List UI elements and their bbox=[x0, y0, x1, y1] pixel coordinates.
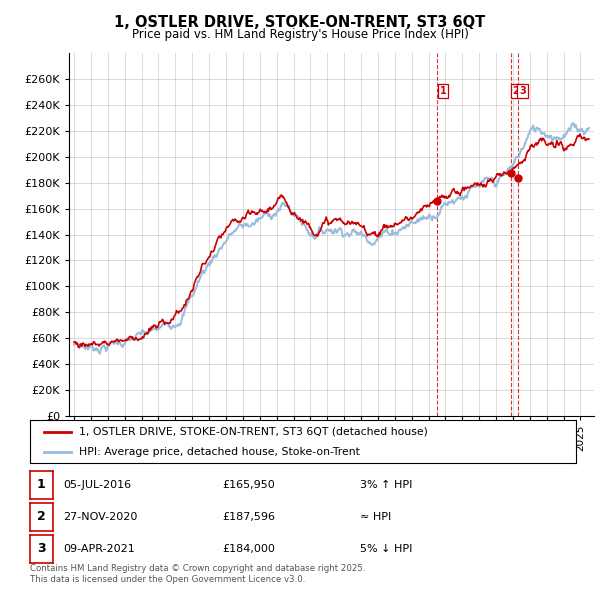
Text: 1: 1 bbox=[440, 86, 446, 96]
Text: £187,596: £187,596 bbox=[222, 512, 275, 522]
Text: 1, OSTLER DRIVE, STOKE-ON-TRENT, ST3 6QT: 1, OSTLER DRIVE, STOKE-ON-TRENT, ST3 6QT bbox=[115, 15, 485, 30]
Text: 27-NOV-2020: 27-NOV-2020 bbox=[63, 512, 137, 522]
Text: Price paid vs. HM Land Registry's House Price Index (HPI): Price paid vs. HM Land Registry's House … bbox=[131, 28, 469, 41]
Text: 5% ↓ HPI: 5% ↓ HPI bbox=[360, 544, 412, 553]
Text: £165,950: £165,950 bbox=[222, 480, 275, 490]
Text: 1, OSTLER DRIVE, STOKE-ON-TRENT, ST3 6QT (detached house): 1, OSTLER DRIVE, STOKE-ON-TRENT, ST3 6QT… bbox=[79, 427, 428, 437]
Text: £184,000: £184,000 bbox=[222, 544, 275, 553]
Text: 3: 3 bbox=[37, 542, 46, 555]
Text: HPI: Average price, detached house, Stoke-on-Trent: HPI: Average price, detached house, Stok… bbox=[79, 447, 360, 457]
Text: This data is licensed under the Open Government Licence v3.0.: This data is licensed under the Open Gov… bbox=[30, 575, 305, 584]
Text: 2: 2 bbox=[37, 510, 46, 523]
Text: 3% ↑ HPI: 3% ↑ HPI bbox=[360, 480, 412, 490]
Text: 1: 1 bbox=[37, 478, 46, 491]
Text: 2: 2 bbox=[512, 86, 520, 96]
Text: 3: 3 bbox=[520, 86, 526, 96]
Text: ≈ HPI: ≈ HPI bbox=[360, 512, 391, 522]
Text: 09-APR-2021: 09-APR-2021 bbox=[63, 544, 135, 553]
Text: Contains HM Land Registry data © Crown copyright and database right 2025.: Contains HM Land Registry data © Crown c… bbox=[30, 565, 365, 573]
Text: 05-JUL-2016: 05-JUL-2016 bbox=[63, 480, 131, 490]
